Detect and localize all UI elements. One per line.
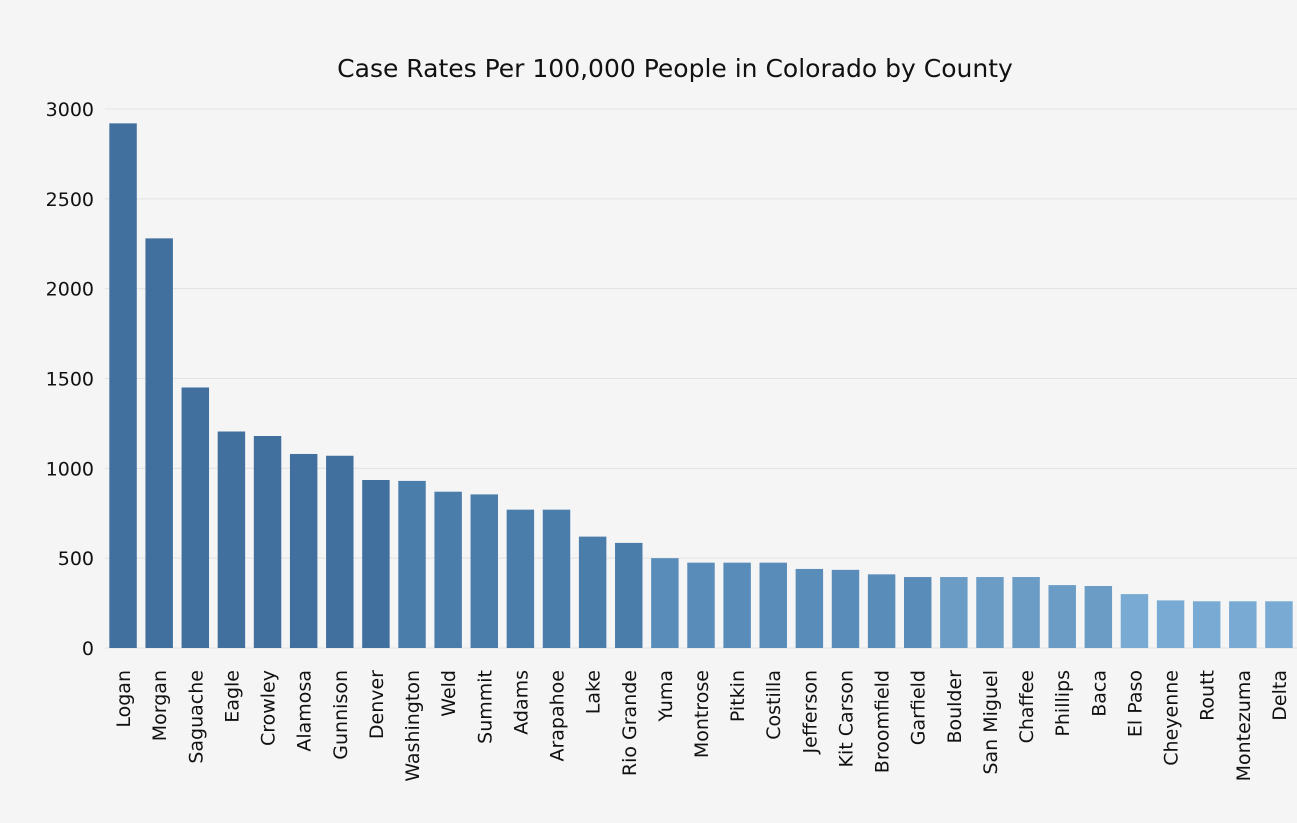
bar [1120, 594, 1149, 648]
x-tick-label: Crowley [258, 670, 280, 746]
x-tick-label: Garfield [908, 670, 930, 745]
x-tick-label: Summit [474, 670, 496, 744]
x-tick-label: Denver [366, 670, 388, 739]
bar [723, 562, 751, 648]
y-tick-label: 1000 [46, 458, 94, 480]
bar [651, 558, 679, 648]
bar [470, 494, 498, 648]
x-tick-label: Lake [583, 670, 605, 714]
bars [109, 123, 1293, 649]
x-tick-label: Montrose [691, 670, 713, 758]
bar [253, 435, 282, 648]
x-tick-label: El Paso [1124, 670, 1146, 737]
bar [867, 574, 896, 648]
x-tick-label: Chaffee [1016, 670, 1038, 743]
bar [362, 480, 390, 648]
x-tick-label: Montezuma [1233, 670, 1255, 781]
bar [398, 480, 426, 648]
bar [542, 509, 571, 648]
x-tick-label: Morgan [149, 670, 171, 741]
y-tick-label: 0 [82, 638, 94, 660]
bar [326, 455, 354, 648]
bar [687, 562, 715, 648]
x-tick-label: Kit Carson [835, 670, 857, 768]
bar [109, 123, 137, 648]
bar [1192, 601, 1221, 648]
x-tick-label: Baca [1088, 670, 1110, 717]
x-tick-label: Routt [1197, 670, 1219, 721]
bar [759, 562, 787, 648]
x-tick-label: Gunnison [330, 670, 352, 760]
bar [940, 577, 968, 648]
bar [1012, 577, 1040, 648]
x-tick-label: Phillips [1052, 670, 1074, 737]
bar [795, 568, 824, 648]
x-tick-label: Broomfield [872, 670, 894, 773]
x-axis: Logan Morgan Saguache Eagle Crowley Alamosa Gu… [113, 670, 1291, 782]
bar [181, 387, 210, 648]
x-tick-label: Eagle [221, 670, 243, 723]
x-tick-label: Costilla [763, 670, 785, 740]
bar [578, 536, 607, 648]
bar [1265, 601, 1293, 648]
x-tick-label: Saguache [185, 670, 207, 764]
y-tick-label: 2000 [46, 279, 94, 301]
x-tick-label: Washington [402, 670, 424, 782]
bar [289, 453, 318, 648]
chart-title: Case Rates Per 100,000 People in Colorad… [337, 54, 1013, 83]
y-tick-label: 1500 [46, 369, 94, 391]
bar [615, 542, 643, 648]
bar [1084, 586, 1113, 648]
y-axis: 0 500 1000 1500 2000 2500 3000 [46, 99, 94, 660]
x-tick-label: Yuma [655, 670, 677, 723]
bar [217, 431, 246, 648]
x-tick-label: Boulder [944, 670, 966, 744]
y-tick-label: 500 [58, 548, 94, 570]
y-tick-label: 2500 [46, 189, 94, 211]
x-tick-label: Weld [438, 670, 460, 717]
bar [976, 577, 1004, 648]
bar [1048, 585, 1076, 648]
bar [904, 577, 932, 648]
x-tick-label: Pitkin [727, 670, 749, 722]
bar [1229, 601, 1257, 648]
y-tick-label: 3000 [46, 99, 94, 121]
x-tick-label: Alamosa [294, 670, 316, 752]
bar [145, 238, 173, 649]
bar [1156, 600, 1185, 648]
x-tick-label: Cheyenne [1161, 670, 1183, 766]
x-tick-label: Logan [113, 670, 135, 728]
x-tick-label: Jefferson [799, 670, 821, 754]
bar [434, 491, 462, 648]
bar [831, 569, 860, 648]
x-tick-label: Adams [510, 670, 532, 735]
x-tick-label: Arapahoe [547, 670, 569, 762]
bar [506, 509, 535, 648]
x-tick-label: Delta [1269, 670, 1291, 721]
x-tick-label: Rio Grande [619, 670, 641, 776]
x-tick-label: San Miguel [980, 670, 1002, 775]
